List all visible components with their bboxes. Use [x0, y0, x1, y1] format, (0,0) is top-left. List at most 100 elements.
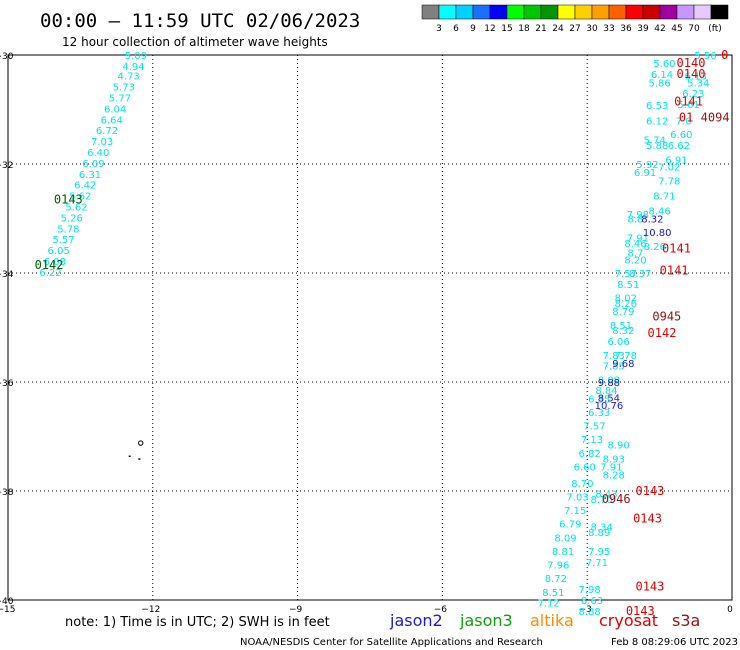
wave-height-label: 6.79 [559, 520, 581, 531]
legend-label: 18 [518, 24, 530, 34]
wave-height-label: 8.88 [578, 607, 600, 618]
wave-height-label: 8.32 [641, 215, 663, 226]
wave-height-label: 8.72 [545, 574, 567, 585]
chart-title: 00:00 – 11:59 UTC 02/06/2023 [40, 10, 360, 32]
wave-height-label: 8.46 [624, 239, 646, 250]
wave-height-label: 8.81 [552, 547, 574, 558]
wave-height-label: 10.80 [643, 228, 672, 239]
island [128, 440, 144, 460]
wave-height-label: 5.26 [61, 213, 83, 224]
wave-height-label: 7.78 [615, 351, 637, 362]
satellite-jason2: jason2 [389, 611, 443, 630]
wave-height-label: 6.42 [74, 181, 96, 192]
wave-height-label: 6.04 [104, 104, 126, 115]
wave-height-label: 8.8 [628, 215, 644, 226]
wave-height-label: 9.88 [598, 378, 620, 389]
legend-swatch [557, 4, 576, 20]
wave-height-label: 5.88 [646, 141, 668, 152]
legend-swatch [421, 4, 440, 20]
satellite-legend: jason2 jason3 altika cryosat s3a [389, 611, 700, 630]
wave-height-label: 6.12 [646, 116, 668, 127]
wave-height-label: 6.91 [665, 156, 687, 167]
wave-height-label: 8.34 [591, 522, 613, 533]
wave-height-label: 8.79 [612, 307, 634, 318]
wave-height-label: 10.76 [595, 401, 624, 412]
wave-height-label: 6.35 [588, 394, 610, 405]
pass-time-label: 0143 [635, 579, 664, 593]
wave-height-label: 5.61 [677, 100, 699, 111]
wave-height-label: 5.34 [687, 78, 709, 89]
wave-height-label: 8.28 [603, 471, 625, 482]
pass-time-label: 0140 [677, 56, 706, 70]
y-tick-label: −36 [0, 379, 14, 389]
wave-height-label: 7.83 [603, 351, 625, 362]
pass-time-label: 0946 [602, 492, 631, 506]
satellite-s3a: s3a [672, 611, 700, 630]
wave-height-label: 9.68 [612, 359, 634, 370]
pass-time-label: 0 [721, 48, 728, 62]
x-tick-label: 0 [727, 605, 733, 615]
wave-height-label: 8.93 [603, 454, 625, 465]
wave-height-label: 8.7 [628, 248, 644, 259]
island-mark [128, 455, 131, 458]
wave-height-label: 5.86 [648, 78, 670, 89]
legend-swatch [625, 4, 644, 20]
wave-height-label: 4.73 [118, 72, 140, 83]
x-tick-label: −15 [0, 605, 16, 615]
y-tick-label: −30 [0, 52, 14, 62]
x-tick-label: −6 [434, 605, 448, 615]
pass-time-label: 0142 [35, 258, 64, 272]
legend-unit: (ft) [708, 24, 722, 34]
wave-height-label: 8.43 [595, 490, 617, 501]
legend-swatch [506, 4, 525, 20]
legend-label: 21 [535, 24, 546, 34]
wave-height-label: 8.54 [598, 393, 620, 404]
pass-time-label: 0143 [635, 484, 664, 498]
wave-height-label: 7.57 [583, 422, 605, 433]
wave-height-label: 8.84 [595, 386, 617, 397]
wave-height-label: 7.71 [586, 558, 608, 569]
wave-height-label: 8.71 [653, 192, 675, 203]
wave-height-label: 8.51 [542, 588, 564, 599]
wave-height-label: 5.78 [57, 224, 79, 235]
wave-height-label: 6.23 [682, 89, 704, 100]
satellite-cryosat: cryosat [599, 611, 658, 630]
legend-swatch [710, 4, 729, 20]
x-tick-label: −3 [579, 605, 592, 615]
wave-height-label: 6.72 [96, 126, 118, 137]
wave-height-label: 5.09 [125, 51, 147, 62]
wave-height-label: 8.46 [648, 206, 670, 217]
legend-label: 39 [637, 24, 649, 34]
pass-time-label: 4094 [701, 111, 730, 125]
legend-label: 33 [603, 24, 614, 34]
wave-height-label: 6.06 [607, 337, 629, 348]
wave-height-label: 8.26 [615, 299, 637, 310]
wave-height-label: 8.70 [591, 495, 613, 506]
legend-label: 42 [654, 24, 665, 34]
chart-subtitle: 12 hour collection of altimeter wave hei… [62, 35, 328, 49]
legend-label: 36 [620, 24, 632, 34]
legend-label: 6 [453, 24, 459, 34]
legend-swatch [659, 4, 678, 20]
legend-label: 30 [586, 24, 598, 34]
pass-time-label: 0945 [652, 310, 681, 324]
wave-height-label: 6.13 [685, 72, 707, 83]
wave-height-label: 6.91 [634, 168, 656, 179]
legend-swatch [438, 4, 457, 20]
wave-height-label: 7.0 [676, 116, 692, 127]
satellite-jason3: jason3 [459, 611, 513, 630]
wave-height-label: 8.63 [581, 596, 603, 607]
wave-height-label: 7.95 [588, 547, 610, 558]
legend-swatch [693, 4, 712, 20]
wave-height-label: 5.73 [113, 83, 135, 94]
wave-height-label: 8.09 [554, 533, 576, 544]
legend-swatch [574, 4, 593, 20]
wave-height-label: 6.64 [101, 115, 123, 126]
legend-swatch [591, 4, 610, 20]
wave-height-label: 7.03 [566, 492, 588, 503]
legend-swatch [523, 4, 542, 20]
island-mark [138, 458, 141, 460]
wave-height-label: 8.02 [615, 294, 637, 305]
pass-time-label: 0142 [648, 326, 677, 340]
wave-height-label: 8.70 [571, 479, 593, 490]
